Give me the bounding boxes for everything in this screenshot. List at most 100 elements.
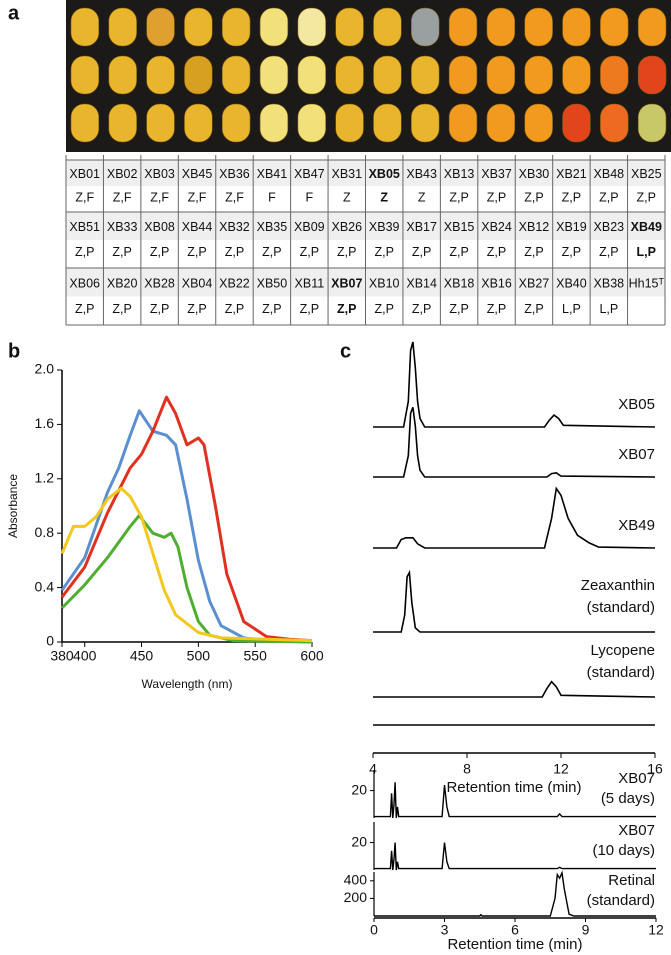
carotenoid-type: Z,P (449, 302, 468, 316)
colony (562, 103, 591, 143)
strain-id: XB24 (481, 220, 512, 234)
strain-id: XB43 (406, 167, 437, 181)
chromatogram-trace (373, 569, 655, 633)
strain-id: XB35 (257, 220, 288, 234)
strain-id: XB20 (107, 276, 138, 290)
strain-id: XB45 (182, 167, 213, 181)
chromatogram-trace (373, 680, 656, 698)
colony (600, 103, 629, 143)
strain-id: XB37 (481, 167, 512, 181)
strain-id: XB23 (594, 220, 625, 234)
carotenoid-type: Z,F (150, 190, 169, 204)
colony (297, 103, 326, 143)
colony (373, 55, 402, 95)
colony (335, 103, 364, 143)
strain-id: XB11 (295, 276, 325, 290)
colony (411, 55, 440, 95)
carotenoid-type: Z,F (188, 190, 207, 204)
colony (448, 7, 478, 47)
carotenoid-type: Z,P (337, 302, 356, 316)
strain-id: XB25 (631, 167, 662, 181)
trace-label: Zeaxanthin (581, 577, 655, 594)
x-tick-label: 380 (50, 648, 74, 664)
strain-id: XB48 (594, 167, 625, 181)
y-tick-label: 0.4 (35, 578, 55, 594)
strain-id: XB04 (182, 276, 213, 290)
carotenoid-type: Z,P (112, 245, 131, 259)
x-tick-label: 12 (648, 922, 664, 938)
colony (600, 55, 629, 95)
strain-id: XB13 (444, 167, 475, 181)
chromatogram-trace (373, 407, 656, 478)
strain-id: XB27 (519, 276, 550, 290)
y-tick-label: 20 (351, 781, 367, 797)
strain-id: XB19 (556, 220, 587, 234)
strain-id: XB51 (69, 220, 100, 234)
x-tick-label: 3 (441, 922, 449, 938)
x-tick-label: 400 (73, 648, 97, 664)
colony (524, 7, 553, 47)
x-tick-label: 12 (553, 761, 569, 777)
colony (411, 7, 440, 47)
panel-label: c (340, 340, 351, 362)
strain-id: XB10 (369, 276, 400, 290)
trace-label: XB49 (618, 517, 655, 534)
carotenoid-type: Z,P (599, 245, 618, 259)
colony (70, 55, 100, 95)
strain-id: XB02 (107, 167, 138, 181)
y-tick-label: 20 (351, 833, 367, 849)
colony (297, 55, 326, 95)
chromatogram-trace (374, 842, 656, 871)
colony (259, 55, 289, 95)
carotenoid-type: Z,P (225, 245, 244, 259)
chromatogram-trace (373, 341, 656, 428)
carotenoid-type: Z,P (562, 190, 581, 204)
strain-id: XB06 (69, 276, 100, 290)
spectrum-line (60, 514, 313, 644)
colony (637, 55, 667, 95)
colony (221, 7, 251, 47)
colony (411, 103, 440, 143)
colony (184, 7, 213, 47)
x-tick-label: 8 (463, 761, 471, 777)
strain-id: XB44 (182, 220, 213, 234)
strain-id: XB49 (631, 220, 662, 234)
strain-id: XB33 (107, 220, 138, 234)
colony (108, 55, 137, 95)
trace-label: (standard) (587, 664, 655, 681)
carotenoid-type: Z (380, 190, 388, 204)
chromatogram-trace (374, 782, 656, 819)
strain-id: XB31 (331, 167, 362, 181)
trace-label: XB07 (618, 446, 655, 463)
x-axis-label: Retention time (min) (446, 779, 581, 796)
colony (562, 55, 591, 95)
carotenoid-type: Z,P (524, 245, 543, 259)
spectrum-line (60, 395, 313, 643)
strain-id: XB17 (406, 220, 437, 234)
carotenoid-type: Z (418, 190, 426, 204)
strain-id: XB40 (556, 276, 587, 290)
trace-label: Lycopene (591, 642, 656, 659)
y-tick-label: 400 (344, 872, 368, 888)
colony (146, 55, 175, 95)
y-tick-label: 0.8 (35, 524, 55, 540)
trace-label: XB05 (618, 396, 655, 413)
strain-id: XB16 (481, 276, 512, 290)
carotenoid-type: Z (343, 190, 351, 204)
strain-id: XB22 (219, 276, 250, 290)
carotenoid-type: Z,P (337, 245, 356, 259)
carotenoid-type: Z,F (113, 190, 132, 204)
trace-label: (standard) (587, 892, 655, 909)
carotenoid-type: Z,P (412, 245, 431, 259)
panel-label: b (8, 340, 20, 362)
colony (335, 55, 364, 95)
carotenoid-type: Z,P (75, 302, 94, 316)
x-tick-label: 9 (582, 922, 590, 938)
strain-id: XB36 (219, 167, 250, 181)
strain-id: XB50 (257, 276, 288, 290)
strain-id: XB14 (406, 276, 437, 290)
x-tick-label: 500 (187, 648, 211, 664)
colony (637, 7, 667, 47)
colony (146, 7, 175, 47)
